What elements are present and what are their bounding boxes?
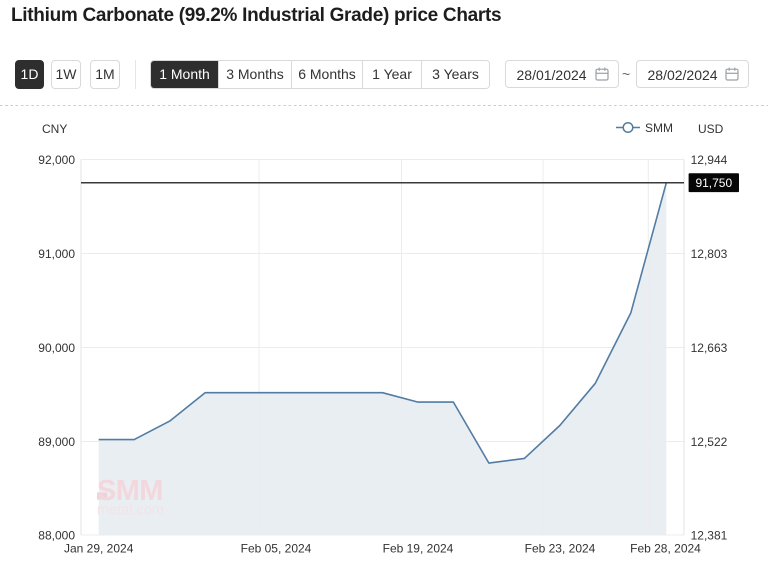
svg-text:12,803: 12,803 <box>691 247 728 261</box>
svg-text:12,522: 12,522 <box>691 435 728 449</box>
svg-text:Jan 29, 2024: Jan 29, 2024 <box>64 542 134 556</box>
svg-text:Feb 28, 2024: Feb 28, 2024 <box>630 542 701 556</box>
svg-text:92,000: 92,000 <box>38 153 75 167</box>
svg-text:USD: USD <box>698 122 724 136</box>
svg-text:SMM: SMM <box>97 475 163 507</box>
svg-text:90,000: 90,000 <box>38 341 75 355</box>
svg-text:12,381: 12,381 <box>691 528 728 542</box>
svg-text:89,000: 89,000 <box>38 435 75 449</box>
svg-text:Feb 19, 2024: Feb 19, 2024 <box>383 542 454 556</box>
svg-text:metal.com: metal.com <box>97 503 164 519</box>
svg-text:12,944: 12,944 <box>691 153 728 167</box>
svg-text:CNY: CNY <box>42 122 67 136</box>
svg-text:SMM: SMM <box>645 121 673 135</box>
svg-text:Feb 05, 2024: Feb 05, 2024 <box>241 542 312 556</box>
svg-text:91,750: 91,750 <box>695 176 732 190</box>
svg-text:91,000: 91,000 <box>38 247 75 261</box>
svg-text:88,000: 88,000 <box>38 528 75 542</box>
svg-text:Feb 23, 2024: Feb 23, 2024 <box>525 542 596 556</box>
svg-text:12,663: 12,663 <box>691 341 728 355</box>
